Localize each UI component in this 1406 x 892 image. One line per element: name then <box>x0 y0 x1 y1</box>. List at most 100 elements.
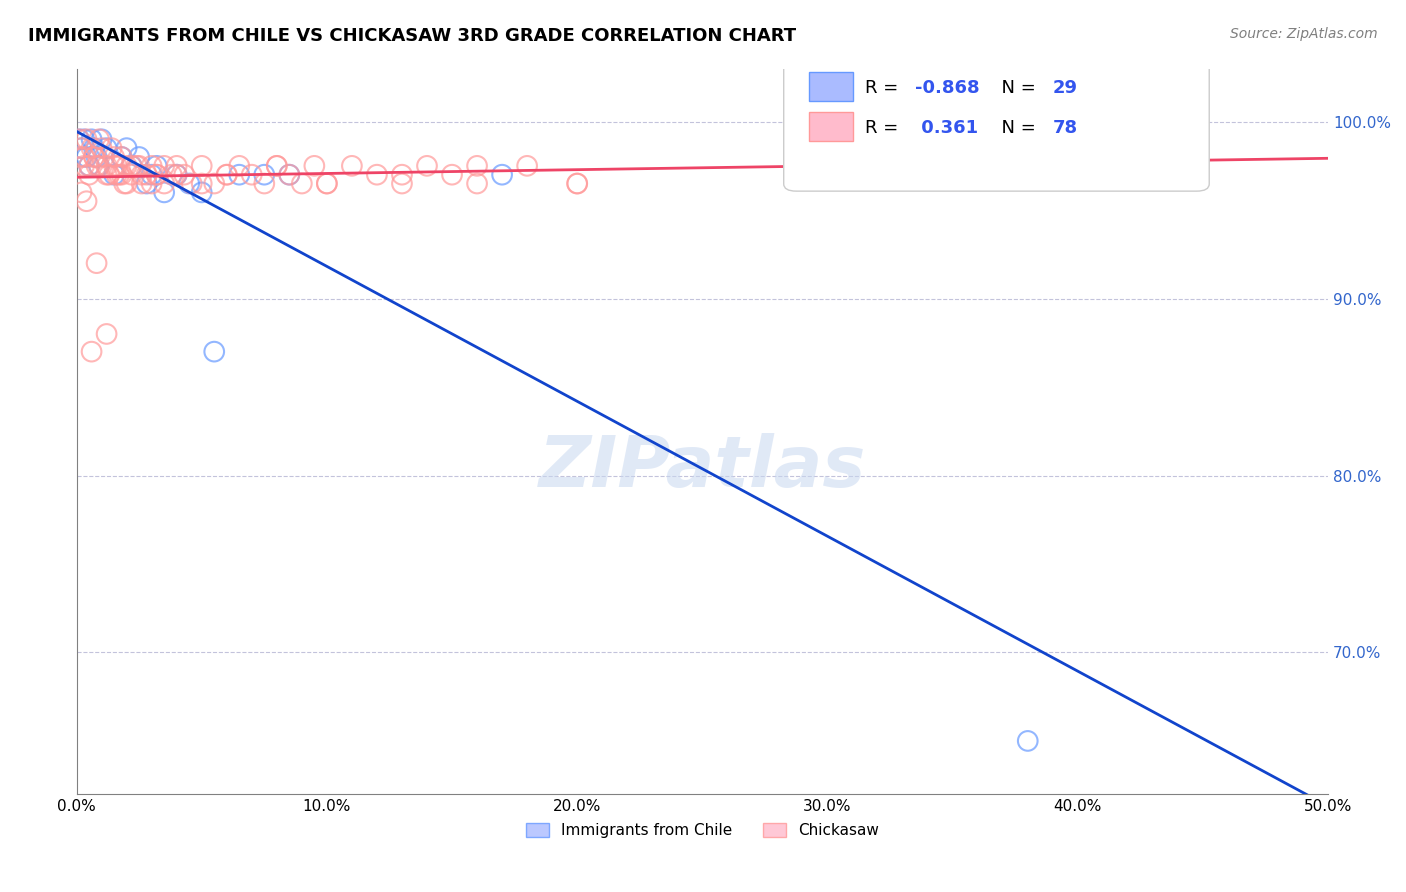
Point <box>567 177 589 191</box>
Point <box>135 168 157 182</box>
Point <box>166 159 188 173</box>
Point <box>145 168 167 182</box>
Point <box>90 132 112 146</box>
Text: R =: R = <box>865 119 904 137</box>
Text: N =: N = <box>990 79 1042 97</box>
Point <box>87 159 110 173</box>
Text: 78: 78 <box>1053 119 1078 137</box>
Point <box>465 159 488 173</box>
Point <box>121 159 143 173</box>
Point <box>141 177 163 191</box>
Point <box>93 150 115 164</box>
Text: ZIPatlas: ZIPatlas <box>538 433 866 502</box>
Text: 29: 29 <box>1053 79 1078 97</box>
Point <box>86 159 108 173</box>
Point <box>83 150 105 164</box>
Point <box>180 177 202 191</box>
Point <box>70 186 93 200</box>
Point <box>110 150 132 164</box>
Text: N =: N = <box>990 119 1042 137</box>
Point <box>141 159 163 173</box>
Point <box>141 168 163 182</box>
Point <box>115 141 138 155</box>
Point <box>105 168 128 182</box>
Point <box>103 159 125 173</box>
Point <box>291 177 314 191</box>
Point <box>80 132 103 146</box>
Point <box>240 168 263 182</box>
Point <box>80 344 103 359</box>
Point <box>215 168 238 182</box>
Point <box>67 150 90 164</box>
Point <box>87 159 110 173</box>
Point <box>145 159 167 173</box>
Point <box>315 177 337 191</box>
FancyBboxPatch shape <box>808 112 852 141</box>
Point <box>228 159 250 173</box>
Point <box>103 168 125 182</box>
Point <box>86 150 108 164</box>
Text: 0.361: 0.361 <box>915 119 979 137</box>
Point <box>391 168 413 182</box>
Point <box>110 150 132 164</box>
Point <box>96 168 118 182</box>
Point <box>166 168 188 182</box>
Point <box>266 159 288 173</box>
Point <box>190 186 212 200</box>
Point <box>128 159 150 173</box>
Point <box>202 344 225 359</box>
Point <box>67 132 90 146</box>
Point <box>108 168 131 182</box>
Point <box>76 150 98 164</box>
FancyBboxPatch shape <box>808 72 852 101</box>
Point <box>131 177 153 191</box>
Point <box>96 159 118 173</box>
Point <box>145 168 167 182</box>
Point <box>76 194 98 209</box>
Point <box>202 177 225 191</box>
Point <box>115 177 138 191</box>
Point <box>567 177 589 191</box>
Point <box>77 159 100 173</box>
Point <box>416 159 439 173</box>
Point <box>121 168 143 182</box>
Point <box>121 159 143 173</box>
Point <box>98 168 121 182</box>
Point <box>83 150 105 164</box>
Point <box>70 141 93 155</box>
Point <box>77 168 100 182</box>
Point <box>80 141 103 155</box>
Legend: Immigrants from Chile, Chickasaw: Immigrants from Chile, Chickasaw <box>520 817 884 845</box>
Point <box>491 168 513 182</box>
Point <box>115 159 138 173</box>
Point <box>304 159 326 173</box>
Point <box>77 159 100 173</box>
Point <box>73 132 96 146</box>
Point <box>1017 734 1039 748</box>
Point <box>100 141 122 155</box>
Point <box>173 168 195 182</box>
Point <box>253 168 276 182</box>
Point <box>228 168 250 182</box>
Point <box>190 159 212 173</box>
Point <box>67 132 90 146</box>
Text: Source: ZipAtlas.com: Source: ZipAtlas.com <box>1230 27 1378 41</box>
Point <box>131 168 153 182</box>
Point <box>70 141 93 155</box>
Point <box>215 168 238 182</box>
Point <box>465 177 488 191</box>
Point <box>315 177 337 191</box>
Point <box>366 168 388 182</box>
Point <box>105 159 128 173</box>
Point <box>125 159 148 173</box>
Point <box>76 132 98 146</box>
Point <box>278 168 301 182</box>
Point <box>160 168 183 182</box>
FancyBboxPatch shape <box>783 54 1209 191</box>
Point <box>112 177 135 191</box>
Point <box>103 150 125 164</box>
Point <box>253 177 276 191</box>
Point <box>110 168 132 182</box>
Point <box>441 168 464 182</box>
Point <box>86 256 108 270</box>
